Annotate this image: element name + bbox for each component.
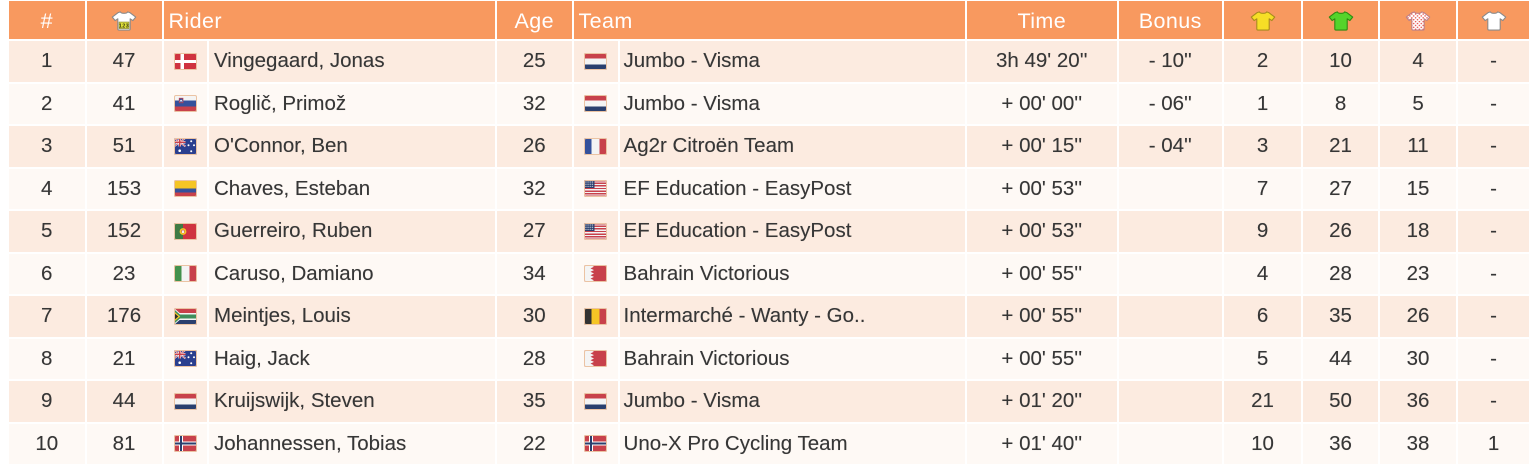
svg-text:123: 123 bbox=[119, 23, 129, 29]
